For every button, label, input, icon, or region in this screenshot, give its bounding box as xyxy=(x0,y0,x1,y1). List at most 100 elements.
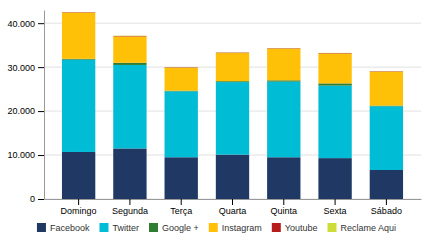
x-tick-label: Sexta xyxy=(324,206,347,216)
legend-swatch xyxy=(272,223,281,232)
legend-swatch xyxy=(328,223,337,232)
legend-item: Twitter xyxy=(99,223,139,233)
legend-swatch xyxy=(99,223,108,232)
x-tick: Sábado xyxy=(371,199,402,216)
bar xyxy=(113,65,146,149)
x-tick-label: Quinta xyxy=(271,206,298,216)
y-tick-label: 30.000 xyxy=(7,63,35,73)
bar xyxy=(216,155,249,199)
bar xyxy=(62,11,95,12)
x-tick-label: Quarta xyxy=(219,206,247,216)
x-tick-label: Segunda xyxy=(112,206,148,216)
legend-label: Google + xyxy=(162,223,199,233)
bar xyxy=(165,67,198,68)
bar xyxy=(318,86,351,159)
bar xyxy=(165,157,198,199)
bar xyxy=(165,91,198,157)
bar xyxy=(267,49,300,81)
bar xyxy=(165,68,198,91)
x-tick-label: Domingo xyxy=(61,206,97,216)
bar xyxy=(113,148,146,199)
y-tick-label: 40.000 xyxy=(7,19,35,29)
bar xyxy=(267,82,300,158)
x-tick-mark xyxy=(181,199,182,205)
legend-item: Google + xyxy=(149,223,199,233)
y-tick-label: 20.000 xyxy=(7,106,35,116)
bar xyxy=(62,152,95,199)
bar xyxy=(216,53,249,81)
y-tick: 20.000 xyxy=(7,106,44,116)
y-tick-label: 10.000 xyxy=(7,150,35,160)
legend: Facebook Twitter Google + Instagram Youtube R… xyxy=(37,223,396,233)
bar xyxy=(62,60,95,152)
y-axis: 0 10.000 20.000 30.000 40.000 xyxy=(7,11,44,205)
x-tick: Domingo xyxy=(61,199,97,216)
bar xyxy=(267,80,300,81)
y-tick: 30.000 xyxy=(7,63,44,73)
bar xyxy=(370,106,403,170)
x-tick: Quinta xyxy=(271,199,298,216)
bar xyxy=(318,52,351,53)
y-tick: 40.000 xyxy=(7,19,44,29)
bar xyxy=(165,67,198,68)
y-axis-line xyxy=(44,11,45,200)
bar xyxy=(62,13,95,59)
legend-item: Youtube xyxy=(272,223,318,233)
x-tick-label: Terça xyxy=(170,206,192,216)
legend-item: Facebook xyxy=(37,223,90,233)
x-tick-mark xyxy=(283,199,284,205)
x-tick-mark xyxy=(335,199,336,205)
x-tick: Sexta xyxy=(324,199,347,216)
bar xyxy=(267,157,300,199)
series xyxy=(62,12,403,72)
y-tick-mark xyxy=(38,67,44,68)
bar xyxy=(370,170,403,199)
bar xyxy=(370,72,403,106)
bar xyxy=(216,52,249,53)
bar xyxy=(62,12,95,13)
x-tick: Terça xyxy=(170,199,192,216)
y-tick-mark xyxy=(38,155,44,156)
legend-swatch xyxy=(209,223,218,232)
x-tick-mark xyxy=(386,199,387,205)
x-tick: Segunda xyxy=(112,199,148,216)
x-tick-mark xyxy=(129,199,130,205)
legend-label: Youtube xyxy=(285,223,318,233)
series xyxy=(62,13,403,106)
series xyxy=(62,12,403,71)
bar xyxy=(216,82,249,155)
x-axis: Domingo Segunda Terça Quarta Quinta Sexta Sába… xyxy=(45,199,422,216)
y-tick: 10.000 xyxy=(7,150,44,160)
bar xyxy=(318,158,351,199)
bar xyxy=(267,48,300,49)
y-tick-mark xyxy=(38,111,44,112)
plot: 0 10.000 20.000 30.000 40.000 Domingo Segunda T… xyxy=(7,11,421,217)
bars xyxy=(62,12,403,199)
legend-label: Twitter xyxy=(112,223,139,233)
series xyxy=(62,148,403,199)
legend-item: Instagram xyxy=(209,223,262,233)
x-tick-label: Sábado xyxy=(371,206,402,216)
y-tick: 0 xyxy=(30,194,44,204)
bar xyxy=(113,35,146,36)
legend-swatch xyxy=(37,223,46,232)
bar xyxy=(318,83,351,85)
legend-label: Reclame Aqui xyxy=(341,223,397,233)
x-tick-mark xyxy=(78,199,79,205)
x-tick-mark xyxy=(232,199,233,205)
legend-label: Facebook xyxy=(50,223,90,233)
bar xyxy=(113,63,146,65)
y-tick-mark xyxy=(38,23,44,24)
bar xyxy=(113,36,146,62)
y-tick-label: 0 xyxy=(30,194,35,204)
bar xyxy=(216,52,249,53)
bar xyxy=(370,71,403,72)
bar xyxy=(113,35,146,36)
grid xyxy=(44,23,421,199)
y-tick-mark xyxy=(38,199,44,200)
chart: Facebook Twitter Google + Instagram Youtube R… xyxy=(0,0,433,240)
bar xyxy=(318,53,351,54)
legend-item: Reclame Aqui xyxy=(328,223,397,233)
legend-swatch xyxy=(149,223,158,232)
x-tick: Quarta xyxy=(219,199,247,216)
